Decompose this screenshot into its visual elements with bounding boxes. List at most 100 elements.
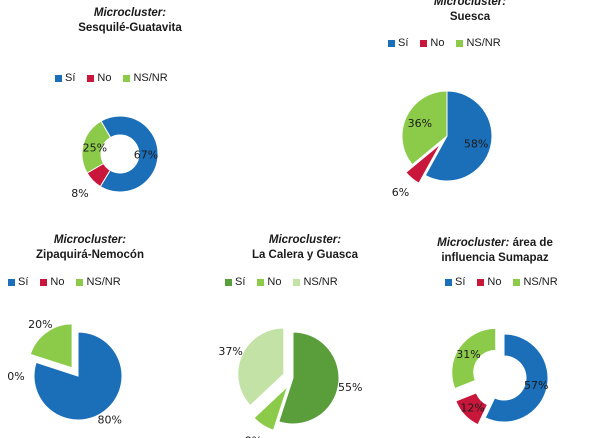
legend-entry: NS/NR xyxy=(456,37,501,49)
pie-slice xyxy=(424,90,493,182)
legend: Sí No NS/NR xyxy=(388,37,501,49)
pie-slice xyxy=(451,327,497,390)
chart-title: Microcluster: área de influencia Sumapaz xyxy=(400,236,590,266)
data-label: 20% xyxy=(28,318,52,331)
pie-slice xyxy=(29,323,73,369)
legend-swatch xyxy=(76,278,84,286)
title-line-2: influencia Sumapaz xyxy=(441,252,549,264)
legend-label: No xyxy=(430,37,445,49)
title-italic-prefix: Microcluster: xyxy=(437,237,510,249)
legend-swatch xyxy=(388,39,395,47)
title-line-2: Zipaquirá-Nemocón xyxy=(36,249,144,261)
pie-slice xyxy=(81,120,112,174)
legend-entry: NS/NR xyxy=(513,276,558,288)
data-label: 57% xyxy=(524,379,548,392)
legend-label: Sí xyxy=(235,276,246,288)
legend-swatch xyxy=(8,278,15,286)
data-label: 58% xyxy=(464,137,488,150)
legend-label: NS/NR xyxy=(303,276,338,288)
data-label: 6% xyxy=(392,186,409,199)
title-line-1: Microcluster: xyxy=(268,234,342,246)
legend-swatch xyxy=(55,74,62,82)
legend-entry: No xyxy=(420,37,444,49)
pie-plot: 80% 0% 20% xyxy=(7,318,123,427)
legend-swatch xyxy=(87,74,95,82)
legend-swatch xyxy=(225,278,232,286)
legend: Sí No NS/NR xyxy=(55,72,168,84)
pie-slice xyxy=(237,327,285,407)
chart-suesca: Microcluster: Suesca Sí No NS/NR 58% 6% 36… xyxy=(350,0,590,215)
legend-swatch xyxy=(40,278,48,286)
chart-title: Microcluster: Zipaquirá-Nemocón xyxy=(0,233,180,263)
data-label: 37% xyxy=(218,345,242,358)
legend-entry: Sí xyxy=(55,72,75,84)
legend-swatch xyxy=(477,278,485,286)
legend-entry: No xyxy=(40,276,64,288)
data-label: 0% xyxy=(7,370,24,383)
legend-label: Sí xyxy=(455,276,466,288)
legend-entry: Sí xyxy=(388,37,408,49)
pie-slice xyxy=(484,333,549,423)
legend-label: Sí xyxy=(398,37,409,49)
legend-label: NS/NR xyxy=(86,276,121,288)
legend-swatch xyxy=(123,74,131,82)
data-label: 80% xyxy=(98,414,122,427)
legend-swatch xyxy=(445,278,452,286)
chart-title: Microcluster: Suesca xyxy=(385,0,555,25)
data-label: 67% xyxy=(134,148,158,161)
data-label: 25% xyxy=(83,141,107,154)
chart-zipaquira-nemocon: Microcluster: Zipaquirá-Nemocón Sí No NS… xyxy=(0,230,200,438)
pie-plot: 67% 8% 25% xyxy=(71,115,159,200)
legend-entry: Sí xyxy=(445,276,465,288)
legend-entry: NS/NR xyxy=(76,276,121,288)
chart-title: Microcluster: Sesquilé-Guatavita xyxy=(0,6,260,36)
legend-label: No xyxy=(267,276,282,288)
chart-title: Microcluster: La Calera y Guasca xyxy=(210,233,400,263)
legend-swatch xyxy=(257,278,265,286)
legend-entry: No xyxy=(87,72,111,84)
legend-label: No xyxy=(97,72,112,84)
legend-label: Sí xyxy=(65,72,76,84)
data-label: 31% xyxy=(456,348,480,361)
data-label: 12% xyxy=(460,401,484,414)
title-line-2: Sesquilé-Guatavita xyxy=(78,22,182,34)
legend-label: Sí xyxy=(18,276,29,288)
legend-label: No xyxy=(50,276,65,288)
title-line-1: Microcluster: xyxy=(53,234,127,246)
legend-label: No xyxy=(487,276,502,288)
legend-entry: Sí xyxy=(225,276,245,288)
chart-la-calera-y-guasca: Microcluster: La Calera y Guasca Sí No N… xyxy=(210,230,400,438)
legend-label: NS/NR xyxy=(466,37,501,49)
data-label: 55% xyxy=(338,381,362,394)
legend-swatch xyxy=(513,278,521,286)
legend-swatch xyxy=(293,278,301,286)
title-line-2: La Calera y Guasca xyxy=(251,249,359,261)
legend-entry: Sí xyxy=(8,276,28,288)
pie-slice xyxy=(33,331,123,421)
pie-plot: 58% 6% 36% xyxy=(392,90,493,199)
legend-label: NS/NR xyxy=(523,276,558,288)
legend-entry: NS/NR xyxy=(123,72,168,84)
title-line-1: Microcluster: xyxy=(433,0,507,8)
title-line-1: Microcluster: xyxy=(93,7,167,19)
data-label: 8% xyxy=(71,187,88,200)
pie-plot: 57% 12% 31% xyxy=(451,327,549,426)
pie-plot: 55% 8% 37% xyxy=(218,327,363,438)
chart-sesquile-guatavita: Microcluster: Sesquilé-Guatavita Sí No N… xyxy=(0,0,260,210)
data-label: 8% xyxy=(245,434,262,438)
pie-slice xyxy=(253,386,289,431)
title-line-1: área de xyxy=(512,237,553,249)
legend-swatch xyxy=(420,39,428,47)
legend-label: NS/NR xyxy=(133,72,168,84)
chart-influencia-sumapaz: Microcluster: área de influencia Sumapaz… xyxy=(400,230,590,438)
legend: Sí No NS/NR xyxy=(445,276,558,288)
pie-slice xyxy=(278,331,340,425)
legend-swatch xyxy=(456,39,464,47)
pie-slice xyxy=(401,90,448,166)
data-label: 36% xyxy=(408,117,432,130)
title-line-2: Suesca xyxy=(449,11,491,23)
pie-slice xyxy=(99,115,159,193)
legend: Sí No NS/NR xyxy=(8,276,121,288)
legend-entry: NS/NR xyxy=(293,276,338,288)
